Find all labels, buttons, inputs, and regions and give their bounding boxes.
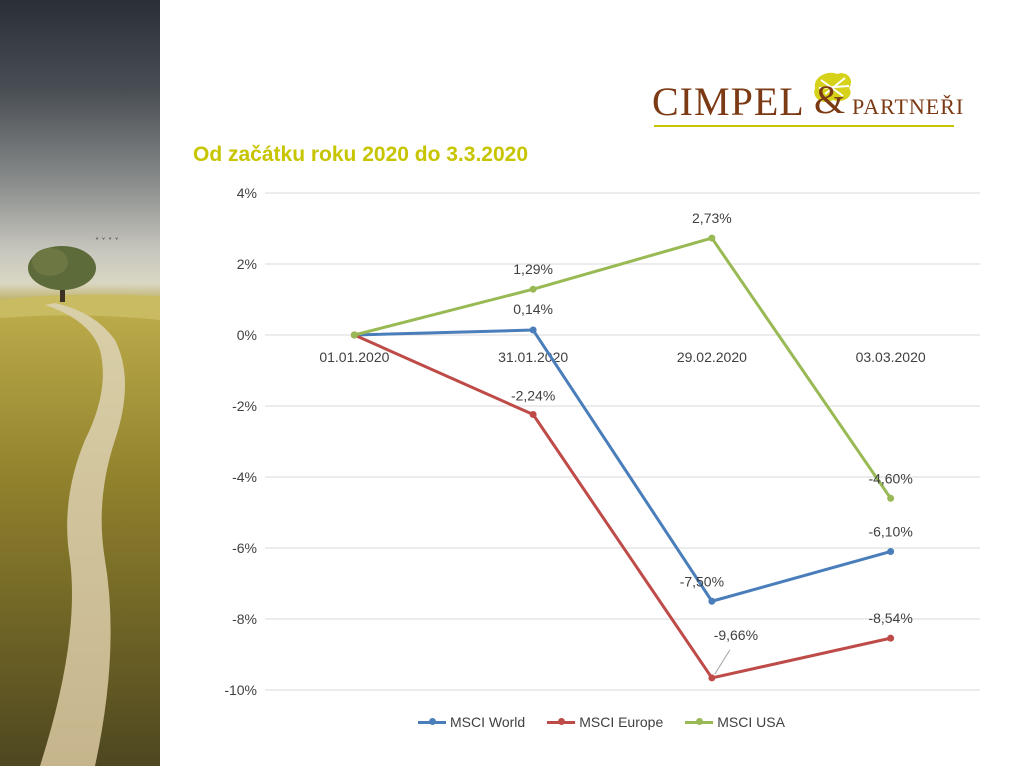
legend-swatch-icon [685, 717, 714, 727]
logo-ampersand: & [814, 77, 846, 122]
data-point [887, 548, 895, 556]
decorative-stripe [170, 0, 173, 766]
y-tick-label: 4% [237, 185, 257, 201]
line-chart: 4% 2% 0% -2% -4% -6% -8% -10% 01.01.2020 31.01.20… [224, 185, 980, 698]
decorative-stripe [178, 0, 182, 766]
logo-underline [654, 125, 954, 127]
data-label: -8,54% [868, 610, 912, 626]
data-point [529, 411, 537, 419]
series-line [353, 333, 891, 680]
data-label: 0,14% [513, 301, 553, 317]
legend-item-msci-europe: MSCI Europe [547, 714, 663, 730]
data-point [529, 285, 537, 293]
decorative-stripe [160, 0, 164, 766]
data-label: 2,73% [692, 210, 732, 226]
legend-label: MSCI USA [717, 714, 785, 730]
data-point [708, 234, 716, 242]
logo-brand-text: CIMPEL [652, 79, 805, 124]
legend-label: MSCI Europe [579, 714, 664, 730]
data-point [708, 674, 716, 682]
data-label: -7,50% [680, 573, 724, 589]
legend-label: MSCI World [450, 714, 526, 730]
y-tick-label: -10% [224, 682, 257, 698]
data-label: -9,66% [714, 627, 758, 643]
series-line [354, 236, 892, 500]
data-label: -4,60% [868, 470, 912, 486]
company-logo: CIMPEL & PARTNEŘI [652, 68, 965, 130]
label-leader-line [714, 649, 731, 675]
y-tick-label: -2% [232, 398, 257, 414]
svg-text:˅ ˅ ˅ ˅: ˅ ˅ ˅ ˅ [95, 237, 119, 246]
y-tick-label: 2% [237, 256, 257, 272]
x-tick-label: 01.01.2020 [319, 349, 389, 365]
legend-item-msci-world: MSCI World [418, 714, 525, 730]
x-tick-label: 31.01.2020 [498, 349, 568, 365]
chart-title: Od začátku roku 2020 do 3.3.2020 [193, 143, 528, 166]
y-tick-label: -8% [232, 611, 257, 627]
landscape-photo: ˅ ˅ ˅ ˅ [0, 0, 160, 766]
chart-legend: MSCI World MSCI Europe MSCI USA [418, 714, 785, 730]
x-tick-label: 03.03.2020 [856, 349, 926, 365]
landscape-illustration: ˅ ˅ ˅ ˅ [0, 237, 160, 766]
legend-swatch-icon [547, 717, 576, 727]
data-label: 1,29% [513, 261, 553, 277]
series-line [354, 328, 892, 603]
legend-swatch-icon [418, 717, 446, 727]
x-tick-label: 29.02.2020 [677, 349, 747, 365]
logo-mark-icon [814, 72, 852, 103]
data-point [887, 634, 895, 642]
data-point [887, 494, 895, 502]
y-tick-label: -6% [232, 540, 257, 556]
data-point [708, 597, 716, 605]
y-tick-label: -4% [232, 469, 257, 485]
legend-item-msci-usa: MSCI USA [685, 714, 785, 730]
data-label: -2,24% [511, 388, 555, 404]
data-point [350, 331, 358, 339]
data-label: -6,10% [868, 524, 912, 540]
y-tick-label: 0% [237, 327, 257, 343]
data-point [529, 326, 537, 334]
logo-partners-text: PARTNEŘI [852, 94, 965, 119]
